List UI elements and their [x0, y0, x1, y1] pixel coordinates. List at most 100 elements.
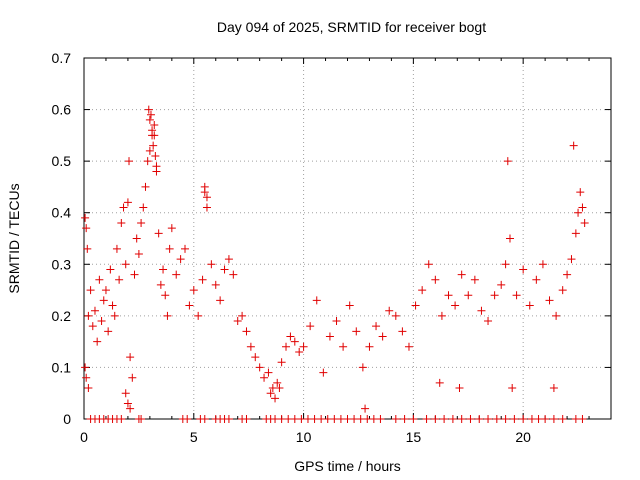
data-point — [378, 332, 387, 341]
data-point — [358, 363, 367, 372]
data-point — [484, 415, 493, 423]
data-point — [165, 244, 174, 253]
data-point — [372, 322, 381, 331]
data-point — [277, 358, 286, 367]
data-point — [82, 373, 91, 382]
data-point — [260, 373, 269, 382]
data-point — [134, 249, 143, 258]
data-point — [108, 301, 117, 310]
data-point — [510, 415, 519, 423]
data-point — [569, 141, 578, 150]
data-point — [558, 415, 567, 423]
data-point — [161, 291, 170, 300]
data-point — [207, 260, 216, 269]
y-tick-label: 0.6 — [52, 102, 72, 118]
data-point — [558, 286, 567, 295]
data-point — [172, 270, 181, 279]
data-point — [143, 157, 152, 166]
data-point — [198, 275, 207, 284]
data-point — [189, 286, 198, 295]
data-point — [128, 373, 137, 382]
data-point — [448, 415, 457, 423]
data-point — [112, 244, 121, 253]
data-point — [137, 415, 146, 423]
data-point — [519, 265, 528, 274]
data-point — [497, 280, 506, 289]
data-point — [119, 203, 128, 212]
data-point — [150, 131, 159, 140]
data-point — [130, 270, 139, 279]
data-point — [255, 363, 264, 372]
data-point — [552, 311, 561, 320]
data-point — [181, 244, 190, 253]
data-point — [444, 291, 453, 300]
data-point — [306, 322, 315, 331]
data-point — [541, 415, 550, 423]
data-point — [99, 296, 108, 305]
data-point — [563, 270, 572, 279]
data-point — [88, 322, 97, 331]
data-point — [464, 291, 473, 300]
x-tick-label: 20 — [515, 429, 531, 445]
y-tick-label: 0.5 — [52, 153, 72, 169]
y-tick-label: 0 — [63, 411, 71, 427]
data-point — [424, 260, 433, 269]
data-point — [104, 327, 113, 336]
data-point — [475, 415, 484, 423]
data-point — [82, 224, 91, 233]
data-point — [385, 306, 394, 315]
data-point — [101, 286, 110, 295]
data-point — [365, 342, 374, 351]
data-point — [271, 394, 280, 403]
data-point — [532, 275, 541, 284]
data-point — [224, 255, 233, 264]
data-point — [286, 332, 295, 341]
data-point — [578, 415, 587, 423]
x-tick-label: 5 — [190, 429, 198, 445]
data-point — [512, 291, 521, 300]
data-point — [125, 157, 134, 166]
data-point — [477, 306, 486, 315]
data-point — [117, 415, 126, 423]
data-point — [123, 198, 132, 207]
y-tick-label: 0.2 — [52, 308, 72, 324]
data-point — [400, 415, 409, 423]
data-point — [224, 415, 233, 423]
data-point — [451, 301, 460, 310]
data-point — [466, 415, 475, 423]
data-point — [154, 229, 163, 238]
data-point — [418, 286, 427, 295]
data-point — [176, 255, 185, 264]
data-point — [404, 342, 413, 351]
data-point — [319, 368, 328, 377]
data-point — [431, 275, 440, 284]
data-point — [233, 317, 242, 326]
data-point — [159, 265, 168, 274]
data-point — [115, 275, 124, 284]
y-tick-label: 0.4 — [52, 205, 72, 221]
data-point — [332, 317, 341, 326]
data-point — [137, 219, 146, 228]
data-point — [574, 208, 583, 217]
data-point — [229, 270, 238, 279]
data-point — [264, 368, 273, 377]
data-point — [275, 384, 284, 393]
grid — [84, 58, 611, 419]
data-point — [183, 415, 192, 423]
data-point — [156, 280, 165, 289]
data-point — [84, 311, 93, 320]
data-point — [391, 415, 400, 423]
data-point — [81, 213, 90, 222]
data-point — [470, 275, 479, 284]
data-point — [411, 301, 420, 310]
data-point — [519, 415, 528, 423]
data-point — [93, 337, 102, 346]
data-point — [437, 311, 446, 320]
data-point — [571, 229, 580, 238]
data-point — [220, 265, 229, 274]
data-point — [242, 415, 251, 423]
data-point — [216, 296, 225, 305]
data-point — [211, 280, 220, 289]
data-point — [282, 342, 291, 351]
tick-labels: 0 0.1 0.2 0.3 0.4 0.5 0.6 0.7 0 5 10 15 20 — [52, 50, 532, 445]
